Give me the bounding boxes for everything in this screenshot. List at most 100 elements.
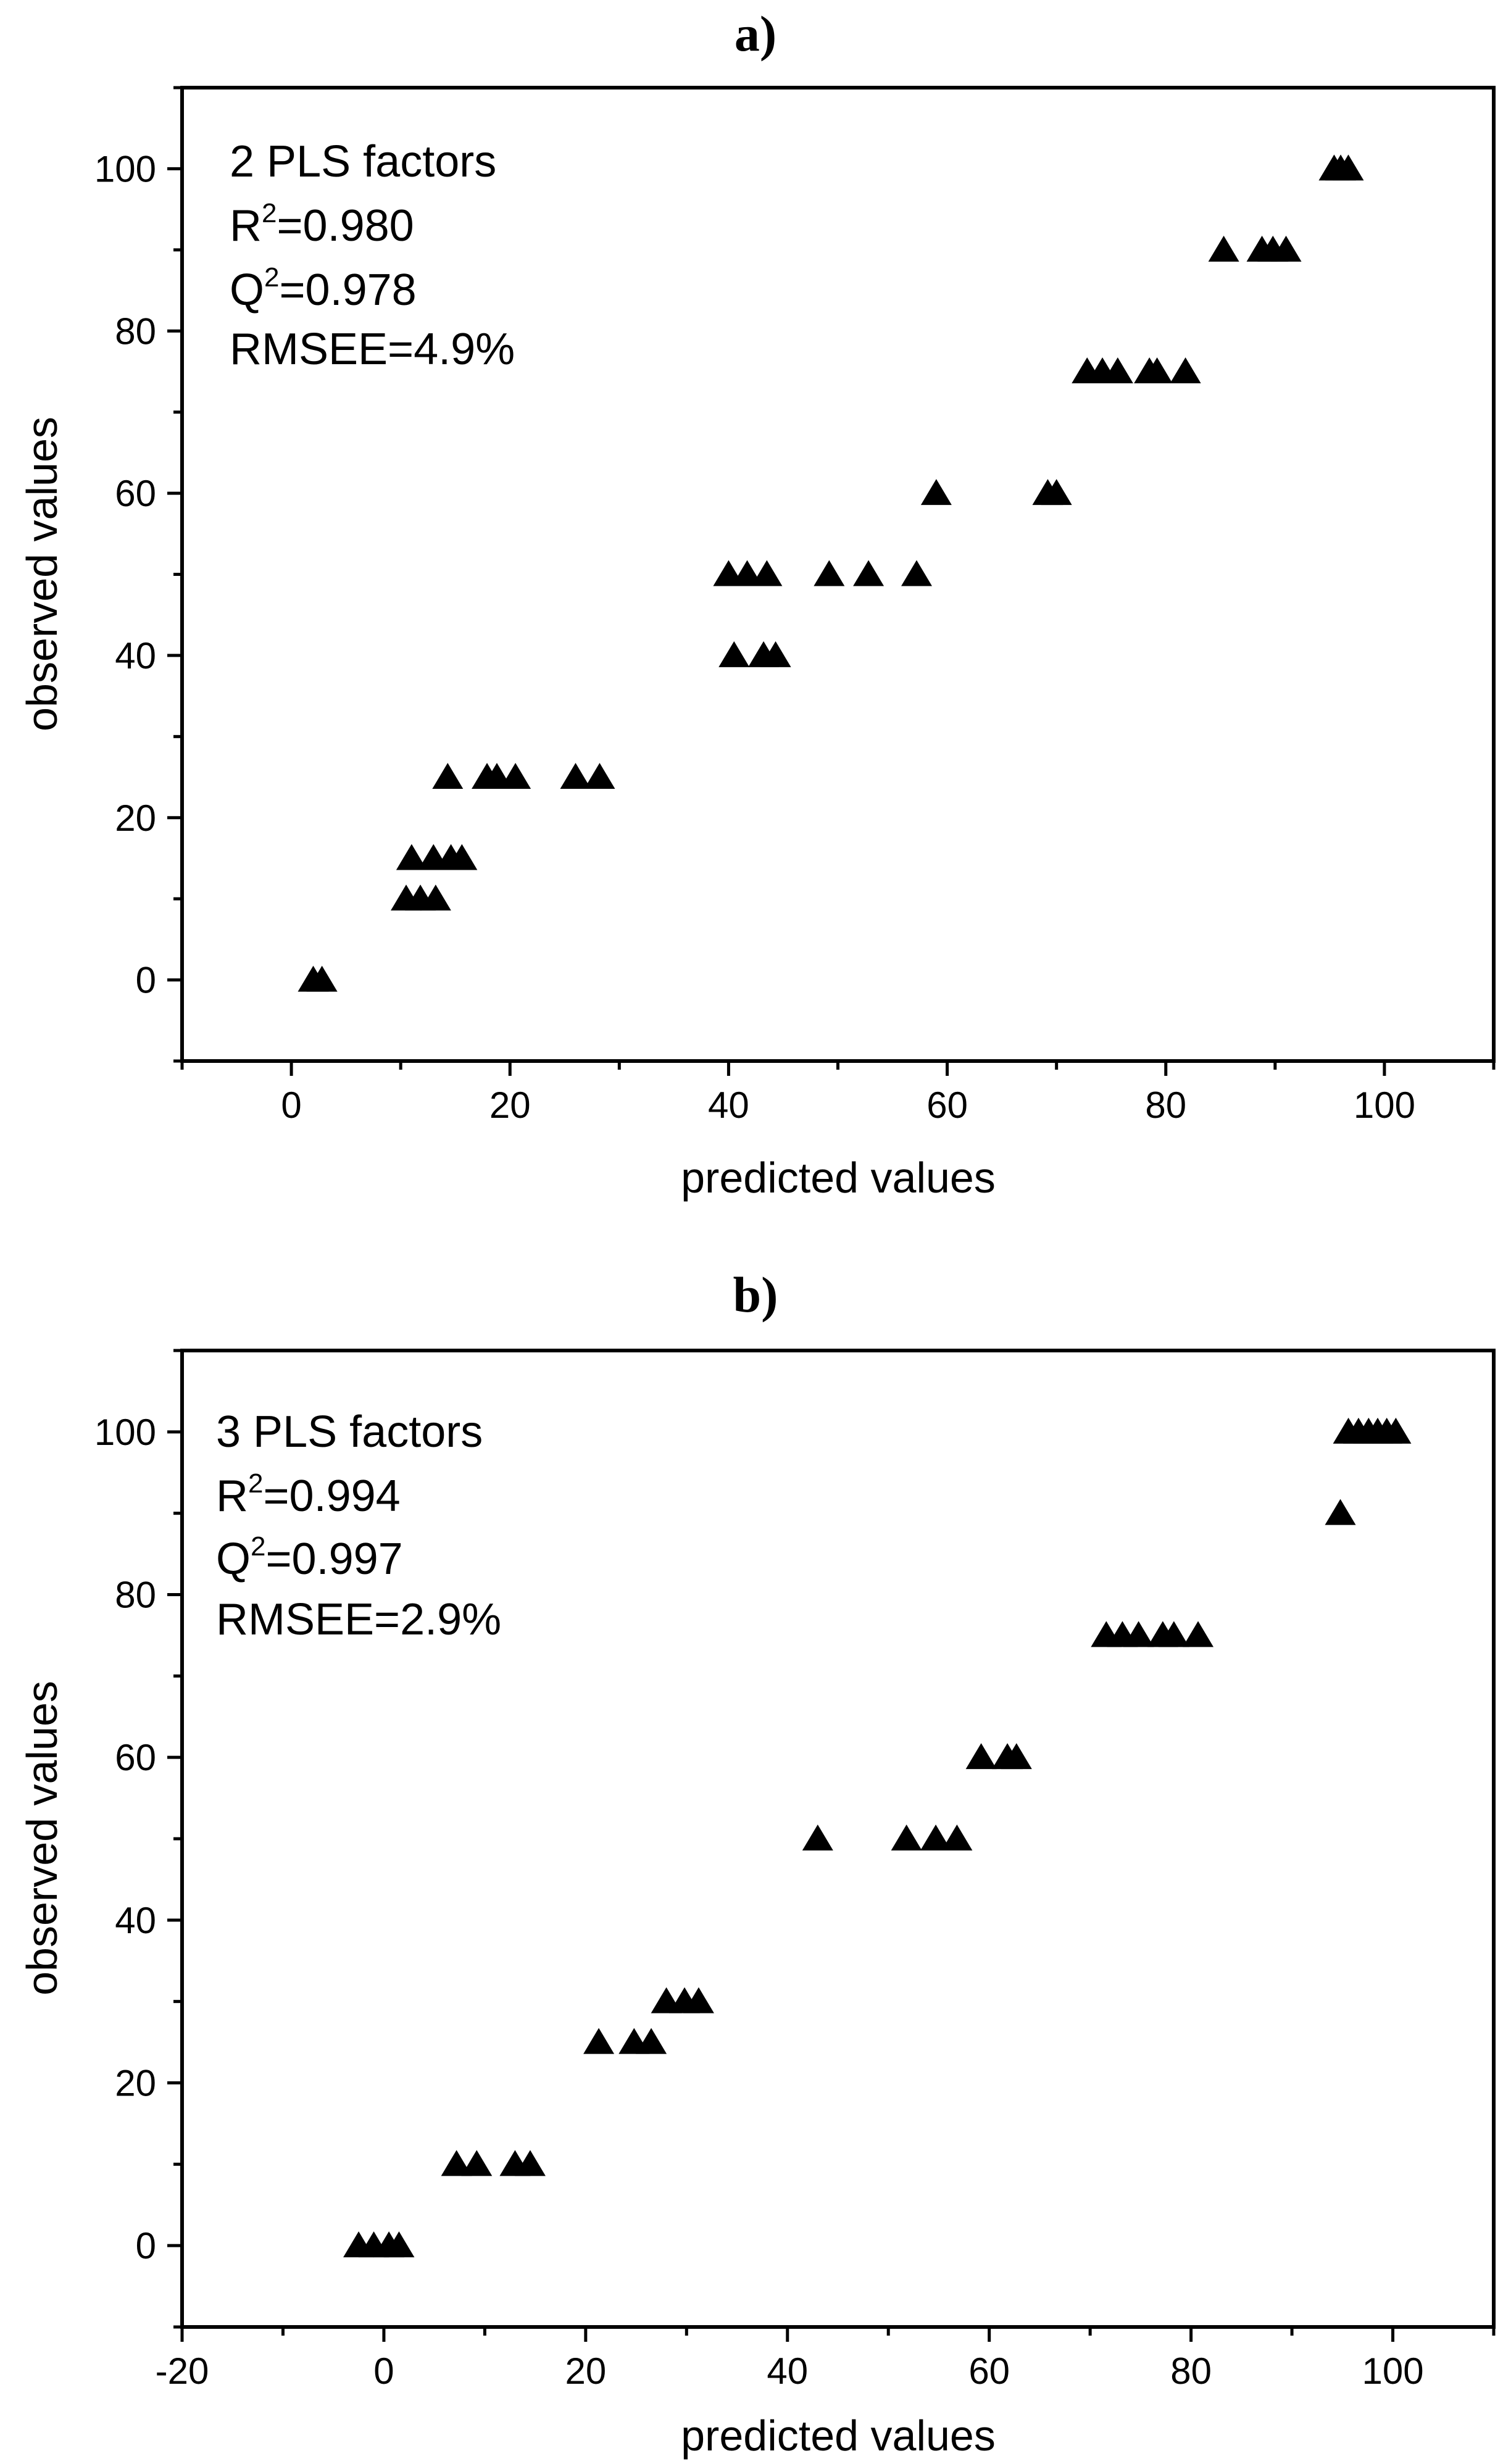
panel-b-x-tick-label: 0 bbox=[373, 2350, 394, 2392]
panel-b-data-point bbox=[636, 2028, 667, 2054]
panel-a-y-tick-label: 40 bbox=[115, 635, 156, 676]
panel-b-data-point bbox=[1158, 1621, 1189, 1647]
panel-a-data-point bbox=[1170, 357, 1201, 383]
panel-b-data-point bbox=[1123, 1621, 1154, 1647]
panel-b-data-point bbox=[461, 2150, 493, 2176]
panel-b-r2-symbol: R bbox=[216, 1471, 248, 1521]
panel-b-x-tick-label: 60 bbox=[968, 2350, 1010, 2392]
panel-b-x-tick-label: 20 bbox=[565, 2350, 606, 2392]
panel-b-x-tick-label: -20 bbox=[156, 2350, 209, 2392]
panel-b-x-tick-label: 100 bbox=[1362, 2350, 1423, 2392]
panel-b-rmsee: RMSEE=2.9% bbox=[216, 1595, 501, 1644]
panel-a-y-axis-title: observed values bbox=[18, 417, 66, 731]
panel-a-points bbox=[298, 154, 1364, 992]
panel-a-data-point bbox=[853, 560, 885, 586]
panel-a-data-point bbox=[760, 641, 791, 667]
panel-a-data-point bbox=[751, 560, 783, 586]
panel-a-data-point bbox=[920, 479, 952, 506]
panel-a-data-point bbox=[420, 884, 451, 911]
panel-b-q2-symbol: Q bbox=[216, 1534, 251, 1584]
panel-a-q2: Q2=0.978 bbox=[230, 262, 417, 315]
panel-a-data-point bbox=[432, 763, 464, 789]
panel-b-data-point bbox=[514, 2150, 546, 2176]
panel-b-data-point bbox=[965, 1743, 997, 1770]
panel-a-data-point bbox=[500, 763, 531, 789]
panel-b-x-tick-label: 40 bbox=[767, 2350, 808, 2392]
panel-a-data-point bbox=[306, 965, 338, 992]
panel-b-r2-value: =0.994 bbox=[263, 1471, 400, 1521]
panel-a-x-tick-label: 20 bbox=[489, 1084, 531, 1126]
panel-b-data-point bbox=[1380, 1417, 1412, 1444]
panel-b-y-tick-label: 80 bbox=[115, 1575, 156, 1616]
panel-a-x-tick-label: 80 bbox=[1145, 1084, 1186, 1126]
panel-a-data-point bbox=[814, 560, 845, 586]
panel-b-data-point bbox=[1001, 1743, 1032, 1770]
panel-b-data-point bbox=[441, 2150, 472, 2176]
panel-b-q2: Q2=0.997 bbox=[216, 1531, 403, 1584]
panel-b-factors: 3 PLS factors bbox=[216, 1407, 483, 1457]
panel-a-data-point bbox=[1208, 235, 1239, 262]
panel-b-annotation: 3 PLS factors R2=0.994 Q2=0.997 RMSEE=2.… bbox=[216, 1407, 501, 1644]
panel-b-data-point bbox=[802, 1825, 833, 1850]
panel-a-annotation: 2 PLS factors R2=0.980 Q2=0.978 RMSEE=4.… bbox=[230, 137, 515, 374]
panel-a-data-point bbox=[731, 560, 763, 586]
panel-b-q2-exponent: 2 bbox=[251, 1531, 265, 1562]
panel-a-x-tick-label: 100 bbox=[1354, 1084, 1415, 1126]
panel-a-data-point bbox=[560, 763, 591, 789]
panel-a-r2-value: =0.980 bbox=[277, 201, 414, 251]
panel-a-y-tick-label: 80 bbox=[115, 310, 156, 352]
panel-b-data-point bbox=[1325, 1499, 1356, 1525]
panel-a: a) 0 20 40 60 80 100 0 20 40 60 80 100 2 PLS factor… bbox=[18, 6, 1496, 1202]
panel-b-q2-value: =0.997 bbox=[266, 1534, 403, 1584]
panel-a-x-tick-label: 40 bbox=[708, 1084, 749, 1126]
panel-a-r2-exponent: 2 bbox=[262, 198, 277, 228]
panel-b-data-point bbox=[920, 1825, 952, 1850]
panel-b-y-tick-label: 100 bbox=[94, 1412, 156, 1453]
panel-a-data-point bbox=[1141, 357, 1173, 383]
panel-a-data-point bbox=[446, 844, 478, 870]
panel-b-data-point bbox=[583, 2028, 615, 2054]
panel-b-y-tick-label: 60 bbox=[115, 1737, 156, 1778]
panel-b-x-axis-title: predicted values bbox=[681, 2412, 996, 2460]
panel-a-r2-symbol: R bbox=[230, 201, 262, 251]
panel-a-q2-symbol: Q bbox=[230, 265, 264, 315]
panel-a-x-tick-label: 0 bbox=[281, 1084, 301, 1126]
panel-b-ticks: -20 0 20 40 60 80 100 0 20 40 60 80 100 bbox=[94, 1349, 1496, 2392]
panel-a-q2-value: =0.978 bbox=[280, 265, 417, 315]
panel-b-y-tick-label: 0 bbox=[136, 2225, 156, 2266]
panel-b-y-tick-label: 20 bbox=[115, 2063, 156, 2104]
panel-a-y-tick-label: 20 bbox=[115, 797, 156, 839]
panel-b-r2: R2=0.994 bbox=[216, 1468, 401, 1521]
panel-a-rmsee: RMSEE=4.9% bbox=[230, 325, 515, 374]
panel-b: b) -20 0 20 40 60 80 100 0 20 40 60 80 100 3 PLS fac… bbox=[18, 1267, 1496, 2460]
panel-b-data-point bbox=[383, 2231, 415, 2258]
panel-a-data-point bbox=[1102, 357, 1133, 383]
panel-b-data-point bbox=[891, 1825, 922, 1850]
panel-a-data-point bbox=[584, 763, 615, 789]
panel-b-points bbox=[343, 1417, 1412, 2258]
panel-b-r2-exponent: 2 bbox=[248, 1468, 263, 1499]
panel-a-ticks: 0 20 40 60 80 100 0 20 40 60 80 100 bbox=[94, 86, 1496, 1126]
panel-a-data-point bbox=[1333, 154, 1364, 181]
panel-b-y-axis-title: observed values bbox=[18, 1681, 66, 1996]
panel-a-x-tick-label: 60 bbox=[926, 1084, 968, 1126]
panel-a-y-tick-label: 0 bbox=[136, 960, 156, 1001]
panel-a-r2: R2=0.980 bbox=[230, 198, 414, 251]
panel-a-factors: 2 PLS factors bbox=[230, 137, 496, 186]
panel-a-label: a) bbox=[735, 6, 776, 62]
panel-b-data-point bbox=[683, 1987, 714, 2013]
panel-a-data-point bbox=[901, 560, 932, 586]
panel-b-x-tick-label: 80 bbox=[1170, 2350, 1212, 2392]
panel-b-data-point bbox=[941, 1825, 973, 1850]
panel-a-y-tick-label: 60 bbox=[115, 473, 156, 514]
panel-b-y-tick-label: 40 bbox=[115, 1900, 156, 1941]
panel-a-q2-exponent: 2 bbox=[264, 262, 279, 293]
panel-b-data-point bbox=[1183, 1621, 1214, 1647]
panel-a-data-point bbox=[1041, 479, 1072, 506]
panel-a-data-point bbox=[396, 844, 427, 870]
panel-a-data-point bbox=[718, 641, 750, 667]
panel-b-label: b) bbox=[733, 1267, 778, 1323]
panel-a-y-tick-label: 100 bbox=[94, 148, 156, 189]
panel-a-data-point bbox=[1270, 235, 1302, 262]
